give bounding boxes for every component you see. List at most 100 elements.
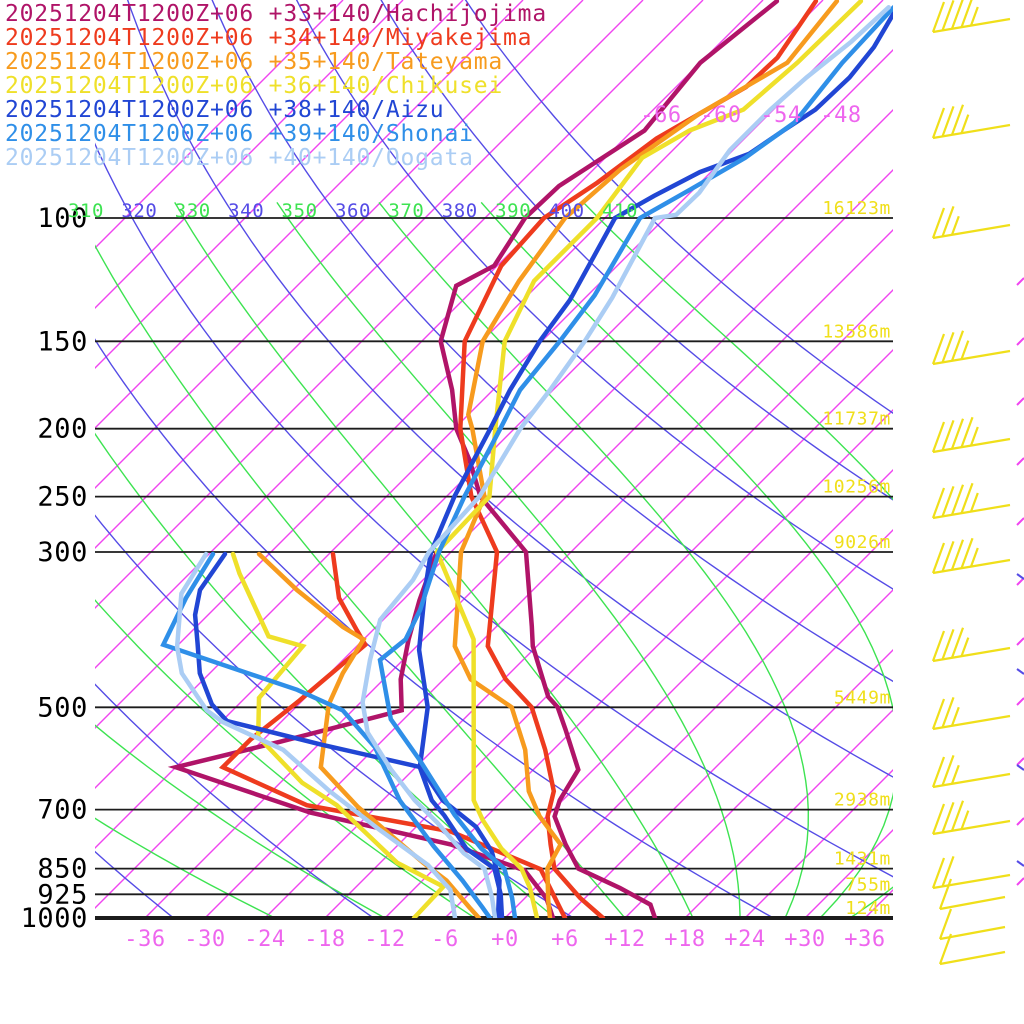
barb-staff xyxy=(932,646,1011,663)
barb-feather xyxy=(960,810,970,830)
barb-feather xyxy=(950,418,965,450)
edge-mark xyxy=(1016,637,1024,646)
theta-label: 310 xyxy=(68,200,104,222)
barb-feather xyxy=(931,487,946,519)
isotherm-line xyxy=(95,0,584,489)
barb-feather xyxy=(969,6,979,26)
edge-mark xyxy=(1016,517,1024,526)
legend-row: 20251204T1200Z+06 +34+140/Miyakejima xyxy=(5,26,547,50)
barb-feather xyxy=(969,492,979,512)
pressure-tick-label: 700 xyxy=(37,795,88,826)
isotherm-line xyxy=(95,0,704,609)
moist-adiabat-line xyxy=(95,724,387,918)
isotherm-line xyxy=(95,0,644,549)
moist-adiabat-line xyxy=(378,201,810,918)
barb-feather xyxy=(941,802,955,833)
sounding-curve xyxy=(230,551,448,918)
barb-feather xyxy=(931,698,946,730)
pressure-tick-label: 500 xyxy=(37,692,88,723)
wind-barb xyxy=(931,800,1011,836)
isotherm-line xyxy=(95,0,464,369)
temperature-tick-label: -30 xyxy=(184,927,226,952)
barb-feather xyxy=(931,207,946,239)
edge-mark xyxy=(1016,860,1024,867)
sounding-curve xyxy=(434,0,864,918)
temperature-tick-label: -36 xyxy=(124,927,166,952)
theta-label: 320 xyxy=(121,200,157,222)
barb-feather xyxy=(931,803,946,835)
barb-feather xyxy=(931,1,946,33)
legend-timestamp: 20251204T1200Z+06 xyxy=(5,97,255,123)
barb-feather xyxy=(960,0,973,28)
wind-barbs xyxy=(931,0,1011,966)
altitude-label: 1431m xyxy=(834,849,891,870)
barb-feather xyxy=(950,764,960,785)
legend-station: +38+140/Aizu xyxy=(268,97,445,123)
moist-adiabat-line xyxy=(95,432,557,918)
sounding-curve xyxy=(192,551,502,918)
wind-barb xyxy=(931,206,1011,240)
legend-station: +40+140/Oogata xyxy=(268,145,474,171)
barb-feather xyxy=(938,908,953,940)
barb-feather xyxy=(950,627,965,659)
barb-feather xyxy=(950,330,965,362)
legend-station: +33+140/Hachijojima xyxy=(268,1,547,27)
temperature-tick-label: -24 xyxy=(244,927,286,952)
barb-feather xyxy=(931,542,946,574)
barb-feather xyxy=(950,800,965,832)
sounding-curve xyxy=(458,0,819,918)
edge-mark xyxy=(1016,817,1024,826)
wind-barb xyxy=(931,0,1011,34)
barb-feather xyxy=(969,547,979,567)
legend-row: 20251204T1200Z+06 +38+140/Aizu xyxy=(5,98,547,122)
sounding-curve xyxy=(174,551,458,918)
wind-barb xyxy=(931,416,1011,454)
theta-label: 350 xyxy=(282,200,318,222)
upper-isotherm-label: -48 xyxy=(820,103,862,128)
barb-staff xyxy=(932,349,1011,366)
barb-feather xyxy=(941,0,955,31)
temperature-tick-label: +30 xyxy=(784,927,826,952)
wind-barb xyxy=(931,104,1011,140)
barb-feather xyxy=(941,206,955,237)
edge-mark xyxy=(1016,668,1024,675)
theta-label: 340 xyxy=(228,200,264,222)
isotherm-line xyxy=(684,709,893,918)
wind-barb xyxy=(938,878,1006,911)
barb-feather xyxy=(931,756,946,788)
pressure-tick-label: 300 xyxy=(37,537,88,568)
legend-row: 20251204T1200Z+06 +40+140/Oogata xyxy=(5,146,547,170)
isotherm-line xyxy=(95,0,404,309)
altitude-label: 9026m xyxy=(834,532,891,553)
moist-adiabat-line xyxy=(95,244,626,918)
legend-timestamp: 20251204T1200Z+06 xyxy=(5,121,255,147)
pressure-tick-label: 925 xyxy=(37,879,88,910)
axis-labels: 100 16123m 150 13586m 200 11737m 250 10256m 300 9… xyxy=(21,103,1024,952)
edge-mark xyxy=(1016,757,1024,766)
isotherm-line xyxy=(804,829,893,918)
theta-label: 370 xyxy=(388,200,424,222)
barb-feather xyxy=(931,333,946,365)
altitude-label: 16123m xyxy=(822,198,891,219)
legend-row: 20251204T1200Z+06 +33+140/Hachijojima xyxy=(5,2,547,26)
wind-barb xyxy=(931,755,1011,789)
edge-mark xyxy=(1016,877,1024,886)
dry-adiabat-line xyxy=(464,0,893,414)
background-grid xyxy=(95,0,893,918)
altitude-label: 2938m xyxy=(834,790,891,811)
temperature-tick-label: -6 xyxy=(431,927,459,952)
legend-station: +39+140/Shonai xyxy=(268,121,474,147)
sounding-curve xyxy=(256,551,482,918)
barb-staff xyxy=(932,772,1011,789)
legend-station: +36+140/Chikusei xyxy=(268,73,504,99)
temperature-tick-label: -18 xyxy=(304,927,346,952)
barb-feather xyxy=(960,482,974,514)
barb-feather xyxy=(960,114,970,134)
barb-staff xyxy=(939,895,1006,911)
altitude-label: 5449m xyxy=(834,687,891,708)
barb-feather xyxy=(938,933,953,965)
edge-mark xyxy=(1016,457,1024,466)
altitude-label: 755m xyxy=(845,874,891,895)
dry-adiabat-line xyxy=(380,0,893,501)
wind-barb xyxy=(938,933,1006,966)
